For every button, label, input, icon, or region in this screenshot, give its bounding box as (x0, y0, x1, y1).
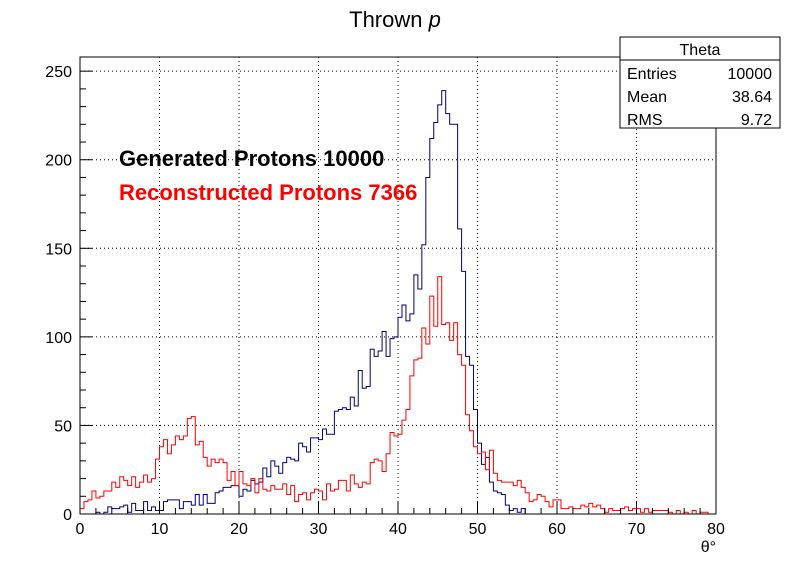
annotation-generated: Generated Protons 10000 (119, 146, 384, 171)
y-tick-label: 50 (54, 418, 72, 435)
stats-entries-label: Entries (627, 66, 677, 83)
x-tick-label: 30 (310, 521, 328, 538)
x-tick-label: 60 (548, 521, 566, 538)
chart-title: Thrown p (349, 7, 441, 32)
stats-mean-label: Mean (627, 89, 667, 106)
x-axis: 0 10 20 30 40 50 60 70 80 (76, 502, 725, 538)
stats-title: Theta (680, 42, 721, 59)
y-tick-label: 150 (45, 241, 72, 258)
x-tick-label: 0 (76, 521, 85, 538)
annotation-reconstructed: Reconstructed Protons 7366 (119, 180, 417, 205)
x-tick-label: 80 (707, 521, 725, 538)
stats-entries-value: 10000 (728, 66, 773, 83)
x-tick-label: 40 (389, 521, 407, 538)
y-tick-label: 100 (45, 330, 72, 347)
histogram-series-reconstructed (79, 276, 716, 515)
y-tick-label: 250 (45, 64, 72, 81)
x-tick-label: 10 (151, 521, 169, 538)
x-tick-label: 20 (230, 521, 248, 538)
stats-box: Theta Entries 10000 Mean 38.64 RMS 9.72 (619, 36, 781, 129)
y-tick-label: 0 (63, 507, 72, 524)
x-axis-label: θ° (701, 539, 716, 556)
y-tick-label: 200 (45, 153, 72, 170)
stats-box-frame (619, 36, 781, 129)
y-axis: 0 50 100 150 200 250 (45, 64, 92, 524)
stats-rms-value: 9.72 (741, 112, 772, 129)
stats-mean-value: 38.64 (732, 89, 772, 106)
x-tick-label: 70 (628, 521, 646, 538)
x-tick-label: 50 (469, 521, 487, 538)
grid-lines (80, 57, 716, 514)
stats-rms-label: RMS (627, 112, 663, 129)
